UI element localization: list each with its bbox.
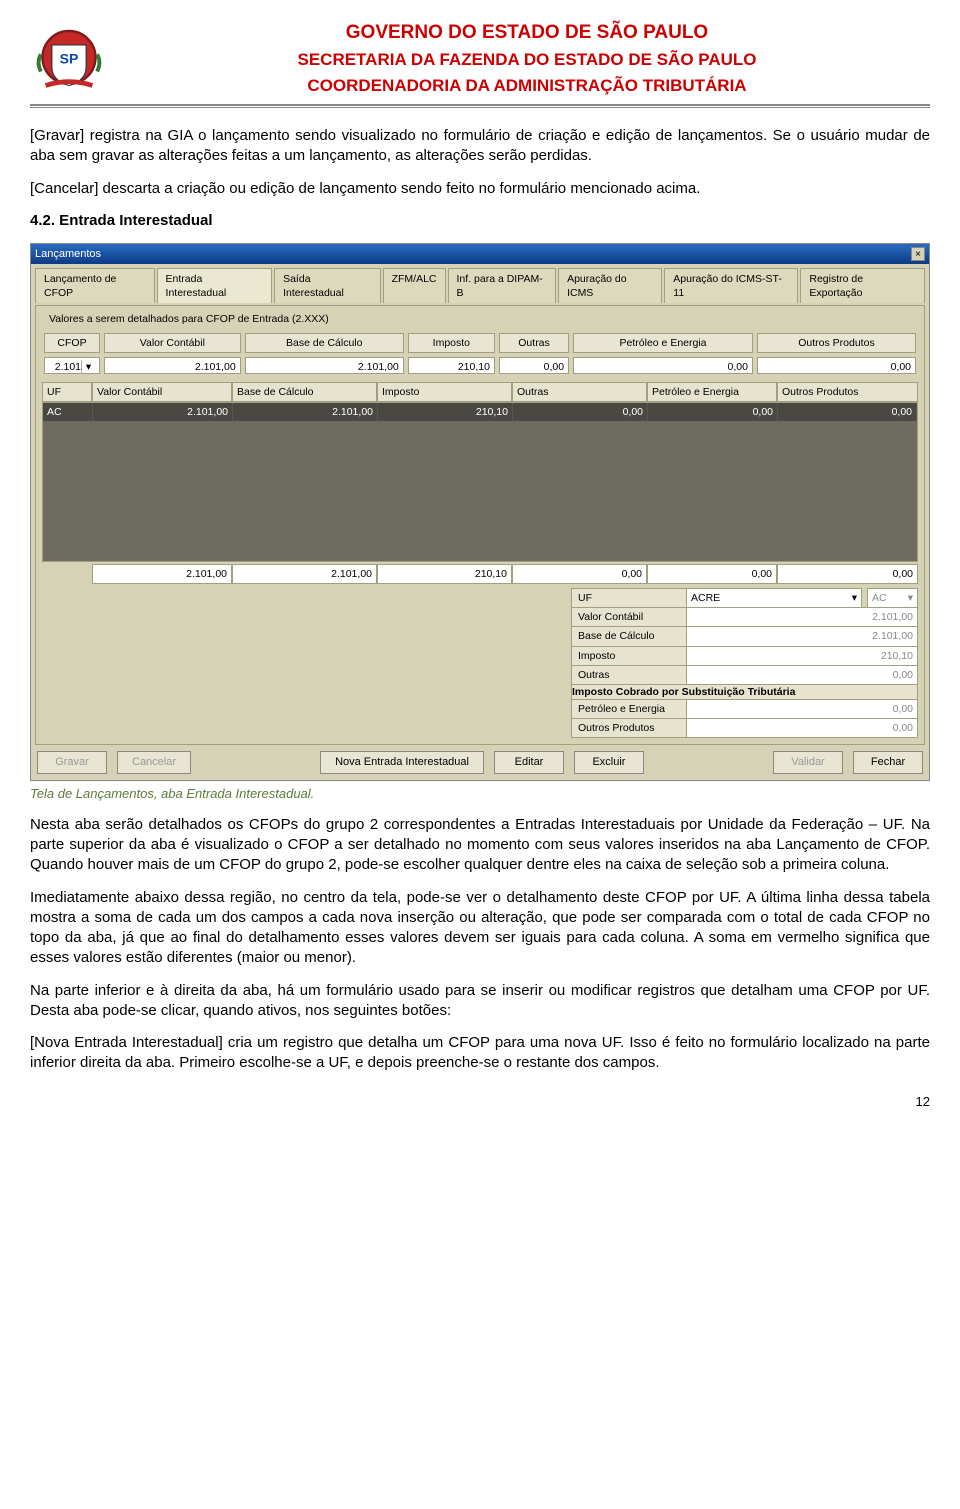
chevron-down-icon[interactable]: ▾ <box>81 360 95 374</box>
cfop-col-outras: Outras <box>499 333 569 353</box>
grid-col-outras: Outras <box>512 382 647 402</box>
cfop-col-outros: Outros Produtos <box>757 333 916 353</box>
cfop-col-imposto: Imposto <box>408 333 495 353</box>
grid-totals: 2.101,00 2.101,00 210,10 0,00 0,00 0,00 <box>42 562 918 584</box>
document-header: SP GOVERNO DO ESTADO DE SÃO PAULO SECRET… <box>30 20 930 98</box>
section-title: 4.2. Entrada Interestadual <box>30 211 930 231</box>
form-val-base[interactable]: 2.101,00 <box>687 627 918 646</box>
form-val-outros[interactable]: 0,00 <box>687 719 918 738</box>
close-icon[interactable]: × <box>911 247 925 261</box>
grid-cell-imposto: 210,10 <box>378 403 513 421</box>
header-line-3: COORDENADORIA DA ADMINISTRAÇÃO TRIBUTÁRI… <box>124 76 930 96</box>
cfop-col-petroleo: Petróleo e Energia <box>573 333 753 353</box>
tab-registro-exportacao[interactable]: Registro de Exportação <box>800 268 925 303</box>
cfop-header-table: CFOP Valor Contábil Base de Cálculo Impo… <box>42 331 918 376</box>
paragraph-3: Nesta aba serão detalhados os CFOPs do g… <box>30 815 930 876</box>
uf-form: UF ACRE ▾ AC ▾ Valor Contábil2.101,00 Ba… <box>571 588 918 738</box>
grid-cell-uf: AC <box>43 403 93 421</box>
nova-entrada-button[interactable]: Nova Entrada Interestadual <box>320 751 484 774</box>
uf-detail-grid: UF Valor Contábil Base de Cálculo Impost… <box>42 382 918 584</box>
grid-row[interactable]: AC 2.101,00 2.101,00 210,10 0,00 0,00 0,… <box>43 403 917 421</box>
form-lbl-imposto: Imposto <box>572 646 687 665</box>
form-lbl-base: Base de Cálculo <box>572 627 687 646</box>
editar-button[interactable]: Editar <box>494 751 564 774</box>
total-outras: 0,00 <box>512 564 647 584</box>
paragraph-5: Na parte inferior e à direita da aba, há… <box>30 981 930 1022</box>
window-title: Lançamentos <box>35 247 101 262</box>
uf-label: UF <box>572 589 687 608</box>
cfop-val-imposto: 210,10 <box>408 357 495 374</box>
form-lbl-petroleo: Petróleo e Energia <box>572 700 687 719</box>
form-lbl-outros: Outros Produtos <box>572 719 687 738</box>
tab-apuracao-icms-st11[interactable]: Apuração do ICMS-ST-11 <box>664 268 798 303</box>
validar-button[interactable]: Validar <box>773 751 843 774</box>
grid-col-uf: UF <box>42 382 92 402</box>
form-subhead: Imposto Cobrado por Substituição Tributá… <box>572 684 918 699</box>
paragraph-gravar: [Gravar] registra na GIA o lançamento se… <box>30 126 930 167</box>
grid-cell-outros: 0,00 <box>778 403 917 421</box>
uf-select[interactable]: ACRE ▾ <box>687 589 862 608</box>
form-val-imposto[interactable]: 210,10 <box>687 646 918 665</box>
cfop-dropdown[interactable]: 2.101▾ <box>44 357 100 374</box>
group-caption: Valores a serem detalhados para CFOP de … <box>46 312 332 326</box>
uf-code-select[interactable]: AC ▾ <box>868 589 918 608</box>
tab-apuracao-icms[interactable]: Apuração do ICMS <box>558 268 662 303</box>
excluir-button[interactable]: Excluir <box>574 751 644 774</box>
fechar-button[interactable]: Fechar <box>853 751 923 774</box>
svg-text:SP: SP <box>60 51 79 67</box>
header-line-2: SECRETARIA DA FAZENDA DO ESTADO DE SÃO P… <box>124 50 930 70</box>
tab-entrada-interestadual[interactable]: Entrada Interestadual <box>157 268 273 303</box>
gravar-button[interactable]: Gravar <box>37 751 107 774</box>
grid-col-imposto: Imposto <box>377 382 512 402</box>
grid-cell-valor: 2.101,00 <box>93 403 233 421</box>
paragraph-4: Imediatamente abaixo dessa região, no ce… <box>30 888 930 969</box>
form-val-valor[interactable]: 2.101,00 <box>687 608 918 627</box>
grid-cell-outras: 0,00 <box>513 403 648 421</box>
total-valor: 2.101,00 <box>92 564 232 584</box>
page-number: 12 <box>30 1094 930 1109</box>
total-petroleo: 0,00 <box>647 564 777 584</box>
cfop-val-petroleo: 0,00 <box>573 357 753 374</box>
tab-dipam-b[interactable]: Inf. para a DIPAM-B <box>448 268 557 303</box>
cfop-val-outros: 0,00 <box>757 357 916 374</box>
form-lbl-outras: Outras <box>572 665 687 684</box>
app-window: Lançamentos × Lançamento de CFOP Entrada… <box>30 243 930 781</box>
header-line-1: GOVERNO DO ESTADO DE SÃO PAULO <box>124 22 930 44</box>
grid-col-valor: Valor Contábil <box>92 382 232 402</box>
total-base: 2.101,00 <box>232 564 377 584</box>
grid-col-base: Base de Cálculo <box>232 382 377 402</box>
cfop-col-base: Base de Cálculo <box>245 333 404 353</box>
paragraph-6: [Nova Entrada Interestadual] cria um reg… <box>30 1033 930 1074</box>
form-val-petroleo[interactable]: 0,00 <box>687 700 918 719</box>
window-titlebar: Lançamentos × <box>31 244 929 264</box>
figure-caption: Tela de Lançamentos, aba Entrada Interes… <box>30 785 930 803</box>
paragraph-cancelar: [Cancelar] descarta a criação ou edição … <box>30 179 930 199</box>
total-outros: 0,00 <box>777 564 918 584</box>
grid-cell-petroleo: 0,00 <box>648 403 778 421</box>
tab-saida-interestadual[interactable]: Saída Interestadual <box>274 268 381 303</box>
tab-bar: Lançamento de CFOP Entrada Interestadual… <box>35 268 925 303</box>
cfop-val-valor: 2.101,00 <box>104 357 241 374</box>
tab-lancamento-cfop[interactable]: Lançamento de CFOP <box>35 268 155 303</box>
cfop-col-cfop: CFOP <box>44 333 100 353</box>
state-coat-of-arms-icon: SP <box>30 20 108 98</box>
grid-col-petroleo: Petróleo e Energia <box>647 382 777 402</box>
cfop-col-valor: Valor Contábil <box>104 333 241 353</box>
cfop-val-base: 2.101,00 <box>245 357 404 374</box>
tab-zfm-alc[interactable]: ZFM/ALC <box>383 268 446 303</box>
form-lbl-valor: Valor Contábil <box>572 608 687 627</box>
button-bar: Gravar Cancelar Nova Entrada Interestadu… <box>35 745 925 776</box>
total-imposto: 210,10 <box>377 564 512 584</box>
grid-cell-base: 2.101,00 <box>233 403 378 421</box>
form-val-outras[interactable]: 0,00 <box>687 665 918 684</box>
cancelar-button[interactable]: Cancelar <box>117 751 191 774</box>
grid-col-outros: Outros Produtos <box>777 382 918 402</box>
cfop-val-outras: 0,00 <box>499 357 569 374</box>
header-rule <box>30 104 930 108</box>
